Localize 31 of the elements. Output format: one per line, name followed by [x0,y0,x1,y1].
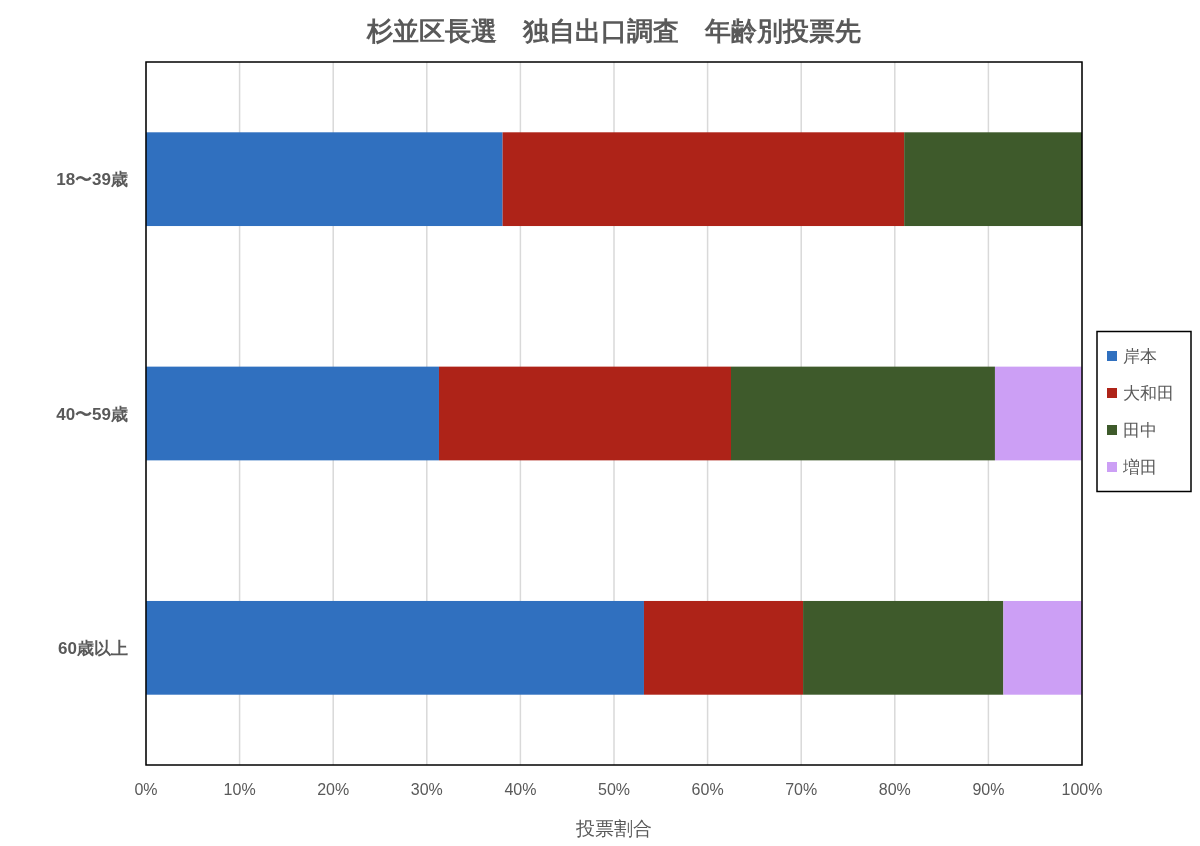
x-tick-label: 100% [1061,781,1103,798]
x-tick-label: 60% [691,781,724,798]
bar [994,366,1082,461]
bar [146,600,644,695]
y-tick-label: 40〜59歳 [56,404,128,424]
bar [803,600,1004,695]
legend-label: 岸本 [1123,347,1157,366]
x-axis-title: 投票割合 [575,818,652,839]
y-tick-label: 18〜39歳 [56,170,128,190]
title: 杉並区長選 独自出口調査 年齢別投票先 [367,16,861,46]
bar [904,132,1082,227]
legend-label: 大和田 [1123,384,1174,403]
x-tick-label: 30% [410,781,443,798]
x-tick-label: 10% [223,781,256,798]
x-tick-label: 90% [972,781,1005,798]
bar [146,366,439,461]
x-tick-label: 70% [785,781,818,798]
bar [643,600,804,695]
y-tick-label: 60歳以上 [58,638,128,658]
legend-label: 田中 [1123,421,1157,440]
legend-label: 増田 [1122,458,1157,477]
x-tick-label: 40% [504,781,537,798]
x-tick-label: 0% [134,781,158,798]
bar [502,132,905,227]
bar [731,366,995,461]
x-tick-label: 20% [317,781,350,798]
bar [146,132,503,227]
x-tick-label: 50% [597,781,631,798]
bar [438,366,731,461]
x-tick-label: 80% [878,781,911,798]
bar [1003,600,1082,695]
